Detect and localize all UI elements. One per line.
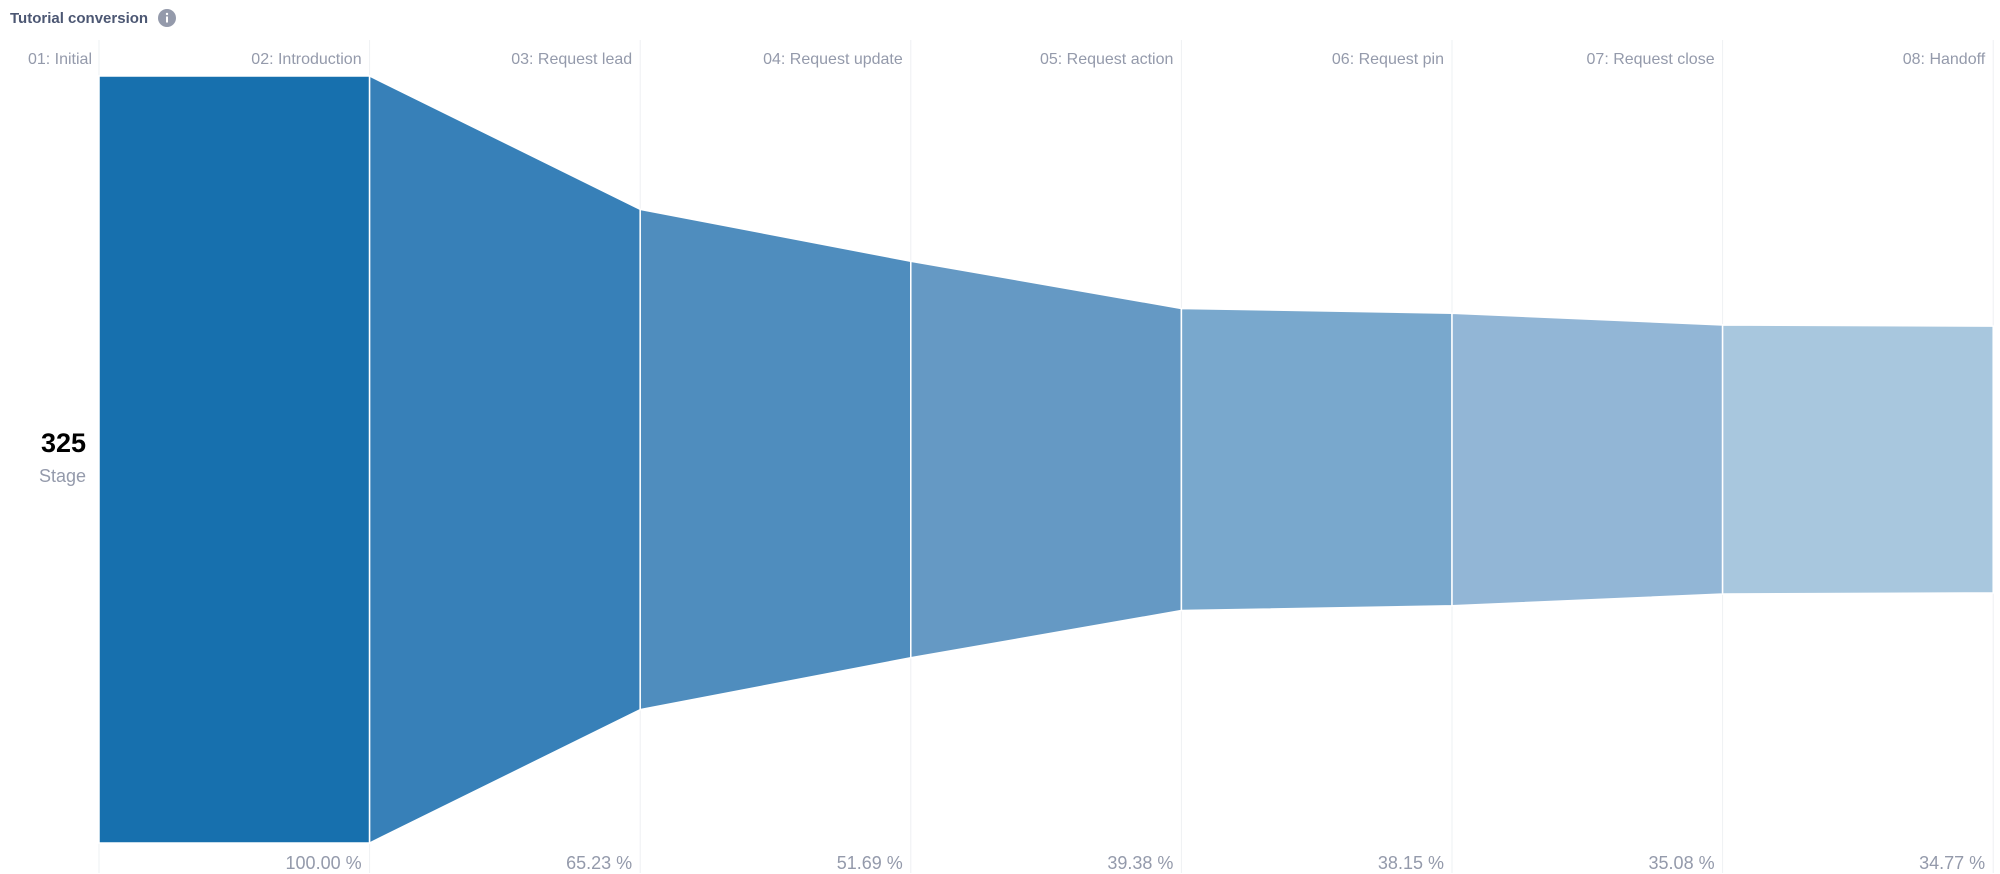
funnel-segment-4[interactable] xyxy=(910,260,1183,659)
step-header-7[interactable]: 07: Request close xyxy=(1586,51,1715,68)
funnel-segment-2[interactable] xyxy=(368,74,641,845)
funnel-segment-5[interactable] xyxy=(1180,307,1453,612)
step-header-3[interactable]: 03: Request lead xyxy=(511,51,633,68)
funnel-segments xyxy=(98,74,1994,845)
info-icon[interactable] xyxy=(158,9,177,27)
funnel-segment-6[interactable] xyxy=(1451,312,1724,607)
step-percent-7: 35.08 % xyxy=(1648,853,1715,873)
step-percent-4: 51.69 % xyxy=(836,853,903,873)
funnel-segment-3[interactable] xyxy=(639,208,912,711)
step-header-2[interactable]: 02: Introduction xyxy=(251,51,362,68)
funnel-segment-1[interactable] xyxy=(98,75,371,844)
step-percent-6: 38.15 % xyxy=(1377,853,1444,873)
card-header: Tutorial conversion xyxy=(10,6,177,30)
step-percent-8: 34.77 % xyxy=(1919,853,1986,873)
step-header-6[interactable]: 06: Request pin xyxy=(1331,51,1444,68)
step-percent-5: 39.38 % xyxy=(1107,853,1174,873)
step-percent-3: 65.23 % xyxy=(566,853,633,873)
step-header-5[interactable]: 05: Request action xyxy=(1039,51,1174,68)
step-header-4[interactable]: 04: Request update xyxy=(763,51,903,68)
step-percent-2: 100.00 % xyxy=(285,853,362,873)
step-header-1[interactable]: 01: Initial xyxy=(27,51,92,68)
total-value: 325 xyxy=(40,428,86,458)
step-header-8[interactable]: 08: Handoff xyxy=(1902,51,1986,68)
funnel-segment-7[interactable] xyxy=(1721,324,1994,595)
card-title[interactable]: Tutorial conversion xyxy=(10,9,149,27)
total-label: Stage xyxy=(38,466,86,486)
